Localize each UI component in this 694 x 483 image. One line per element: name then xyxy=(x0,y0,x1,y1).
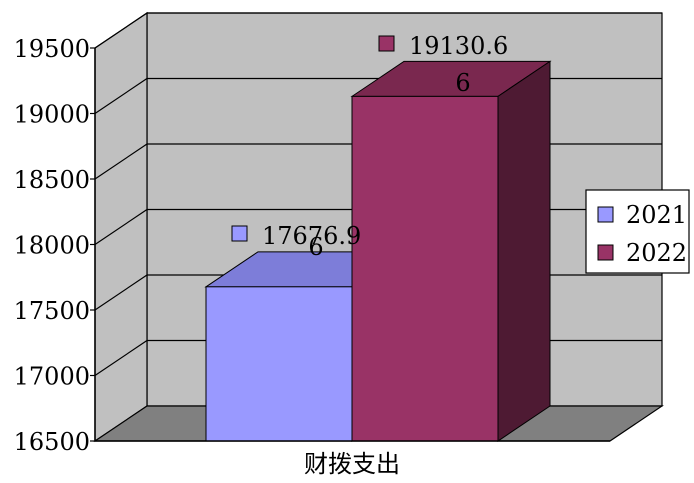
legend: 2021 2022 xyxy=(585,189,690,274)
data-label-2022: 19130.6 xyxy=(409,32,508,60)
legend-swatch-2021 xyxy=(597,206,614,223)
gridline xyxy=(94,12,662,49)
y-tick-label: 17000 xyxy=(14,363,90,391)
x-category-label: 财拨支出 xyxy=(304,450,400,478)
legend-label-2021: 2021 xyxy=(626,201,687,229)
y-tick-label: 19500 xyxy=(14,35,90,63)
y-tick-labels: 16500 17000 17500 18000 18500 19000 19500 xyxy=(14,35,95,456)
bars xyxy=(204,60,552,442)
data-label-cont-2021: 6 xyxy=(308,233,323,261)
y-tick-label: 17500 xyxy=(14,297,90,325)
legend-swatch-2022 xyxy=(597,244,614,261)
data-label-marker-2021 xyxy=(231,225,248,242)
bar-2022 xyxy=(351,95,499,442)
bar-2021 xyxy=(205,286,353,442)
legend-label-2022: 2022 xyxy=(626,239,687,267)
data-label-2021: 17676.9 xyxy=(262,222,361,250)
data-label-cont-2022: 6 xyxy=(455,69,470,97)
y-tick-label: 18500 xyxy=(14,166,90,194)
bar-side-2022 xyxy=(497,60,551,442)
y-tick-label: 19000 xyxy=(14,101,90,129)
data-label-marker-2022 xyxy=(378,35,395,52)
y-tick-label: 18000 xyxy=(14,232,90,260)
axes: 财拨支出 xyxy=(94,48,610,478)
y-tick-label: 16500 xyxy=(14,428,90,456)
